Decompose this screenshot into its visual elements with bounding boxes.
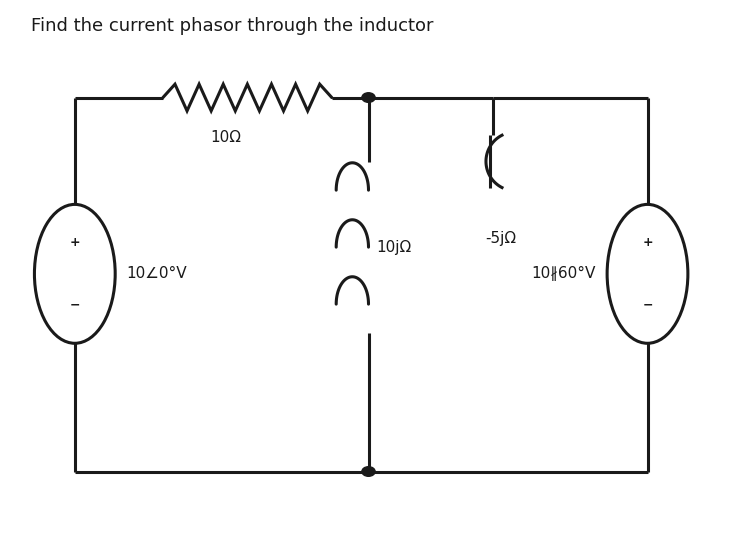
Text: 10∠0°V: 10∠0°V [126, 266, 187, 281]
Text: 10∦60°V: 10∦60°V [531, 266, 596, 281]
Text: Find the current phasor through the inductor: Find the current phasor through the indu… [31, 17, 433, 35]
Text: −: − [642, 299, 653, 311]
Text: +: + [69, 236, 80, 249]
Text: +: + [642, 236, 653, 249]
Circle shape [362, 467, 375, 476]
Text: -5jΩ: -5jΩ [485, 231, 516, 246]
Circle shape [362, 93, 375, 103]
Text: 10Ω: 10Ω [210, 129, 241, 144]
Text: −: − [69, 299, 80, 311]
Text: 10jΩ: 10jΩ [376, 240, 411, 255]
